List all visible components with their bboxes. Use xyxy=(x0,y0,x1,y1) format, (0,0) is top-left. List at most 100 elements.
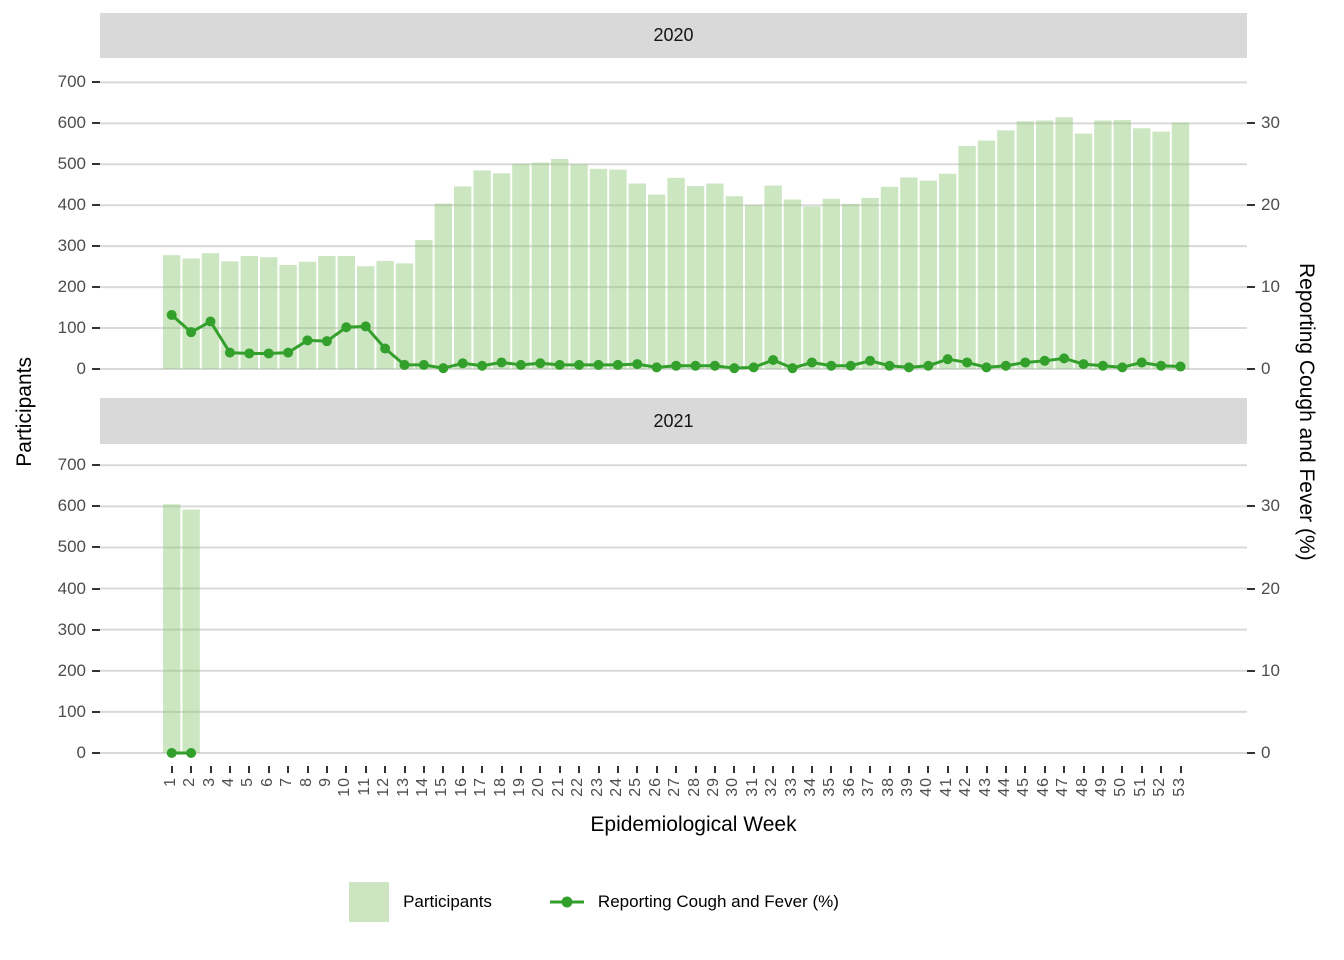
x-tick-label: 46 xyxy=(1034,777,1052,797)
cough-fever-point-week-50 xyxy=(1117,362,1128,373)
x-tick-label: 25 xyxy=(627,777,645,797)
x-tick-mark xyxy=(306,766,309,773)
x-tick-label: 37 xyxy=(860,777,878,797)
facet-strip-2021: 2021 xyxy=(100,398,1247,444)
cough-fever-point-week-3 xyxy=(205,316,216,327)
bar-week-36 xyxy=(842,204,860,369)
cough-fever-point-week-47 xyxy=(1059,353,1070,364)
x-tick-mark xyxy=(713,766,716,773)
cough-fever-point-week-2 xyxy=(186,748,197,758)
bar-week-15 xyxy=(434,203,452,369)
x-tick-mark xyxy=(966,766,969,773)
cough-fever-point-week-19 xyxy=(515,359,526,370)
panel-2020 xyxy=(100,58,1247,383)
cough-fever-point-week-35 xyxy=(826,360,837,371)
x-tick-mark xyxy=(946,766,949,773)
y-tick-mark-left xyxy=(92,286,100,289)
y-tick-mark-left xyxy=(92,163,100,166)
cough-fever-key-icon xyxy=(549,896,584,908)
x-tick-label: 7 xyxy=(278,777,296,787)
x-tick-label: 22 xyxy=(569,777,587,797)
cough-fever-point-week-42 xyxy=(962,357,973,368)
x-tick-label: 16 xyxy=(452,777,470,797)
bar-week-40 xyxy=(919,180,937,369)
panel-2020-canvas xyxy=(100,81,1247,374)
y-tick-mark-left xyxy=(92,752,100,754)
x-tick-mark xyxy=(1004,766,1007,773)
x-tick-label: 33 xyxy=(782,777,800,797)
x-tick-label: 11 xyxy=(355,777,373,796)
x-tick-mark xyxy=(1140,766,1143,773)
bar-week-5 xyxy=(240,256,258,369)
bar-week-39 xyxy=(900,177,918,369)
cough-fever-point-week-17 xyxy=(477,360,488,371)
facet-label-2021: 2021 xyxy=(653,410,694,431)
x-tick-mark xyxy=(675,766,678,773)
x-tick-label: 8 xyxy=(297,777,315,787)
x-tick-mark xyxy=(733,766,736,773)
x-tick-mark xyxy=(578,766,581,773)
cough-fever-point-week-46 xyxy=(1039,355,1050,366)
cough-fever-point-week-28 xyxy=(690,360,701,371)
bar-week-9 xyxy=(318,256,336,369)
y-tick-mark-right xyxy=(1247,286,1255,289)
x-tick-mark xyxy=(1082,766,1085,773)
x-tick-mark xyxy=(519,766,522,773)
x-tick-mark xyxy=(888,766,891,773)
x-tick-mark xyxy=(539,766,542,773)
x-tick-mark xyxy=(1063,766,1066,773)
x-tick-mark xyxy=(616,766,619,773)
x-tick-mark xyxy=(248,766,251,773)
x-tick-label: 45 xyxy=(1015,777,1033,797)
y-tick-mark-right xyxy=(1247,752,1255,754)
y-tick-mark-right xyxy=(1247,204,1255,207)
x-tick-label: 48 xyxy=(1073,777,1091,797)
x-tick-label: 26 xyxy=(646,777,664,797)
x-tick-label: 2 xyxy=(181,777,199,787)
y-tick-mark-left xyxy=(92,587,100,590)
y-tick-mark-right xyxy=(1247,505,1255,508)
cough-fever-point-week-8 xyxy=(302,335,313,346)
x-axis-title: Epidemiological Week xyxy=(590,813,797,836)
x-tick-mark xyxy=(325,766,328,773)
bar-week-48 xyxy=(1074,133,1093,369)
legend-label-cough-fever: Reporting Cough and Fever (%) xyxy=(597,892,839,911)
x-tick-label: 21 xyxy=(549,777,567,797)
x-tick-mark xyxy=(345,766,348,773)
x-tick-mark xyxy=(655,766,658,773)
x-tick-label: 12 xyxy=(375,777,393,797)
x-tick-label: 36 xyxy=(840,777,858,797)
x-tick-mark xyxy=(422,766,425,773)
x-tick-mark xyxy=(500,766,503,773)
y-tick-mark-left xyxy=(92,628,100,631)
x-tick-mark xyxy=(907,766,910,773)
panel-2021-canvas xyxy=(100,464,1247,758)
bar-week-10 xyxy=(337,256,355,369)
cough-fever-point-week-32 xyxy=(768,354,779,365)
cough-fever-point-week-37 xyxy=(865,355,876,366)
cough-fever-point-week-23 xyxy=(593,359,604,370)
bar-week-25 xyxy=(628,183,646,369)
x-tick-mark xyxy=(985,766,988,773)
bar-week-46 xyxy=(1036,120,1054,369)
x-tick-label: 44 xyxy=(995,777,1013,797)
x-tick-label: 41 xyxy=(937,777,955,797)
x-tick-label: 35 xyxy=(821,777,839,797)
bar-week-29 xyxy=(706,183,724,369)
bar-week-16 xyxy=(454,186,472,369)
y-tick-mark-right xyxy=(1247,587,1255,590)
y-tick-label-left: 0 xyxy=(76,743,86,762)
cough-fever-point-week-14 xyxy=(418,359,429,370)
bar-week-42 xyxy=(958,145,976,369)
x-tick-mark xyxy=(558,766,561,773)
y-tick-label-left: 300 xyxy=(57,619,86,639)
cough-fever-point-week-4 xyxy=(224,347,235,358)
cough-fever-point-week-48 xyxy=(1078,359,1089,370)
facet-strip-2020: 2020 xyxy=(100,13,1247,58)
y-tick-label-left: 200 xyxy=(57,660,86,680)
bar-week-37 xyxy=(861,197,879,369)
cough-fever-point-week-44 xyxy=(1000,360,1011,371)
cough-fever-point-week-11 xyxy=(360,321,371,332)
x-tick-label: 50 xyxy=(1112,777,1130,797)
x-tick-label: 13 xyxy=(394,777,412,797)
